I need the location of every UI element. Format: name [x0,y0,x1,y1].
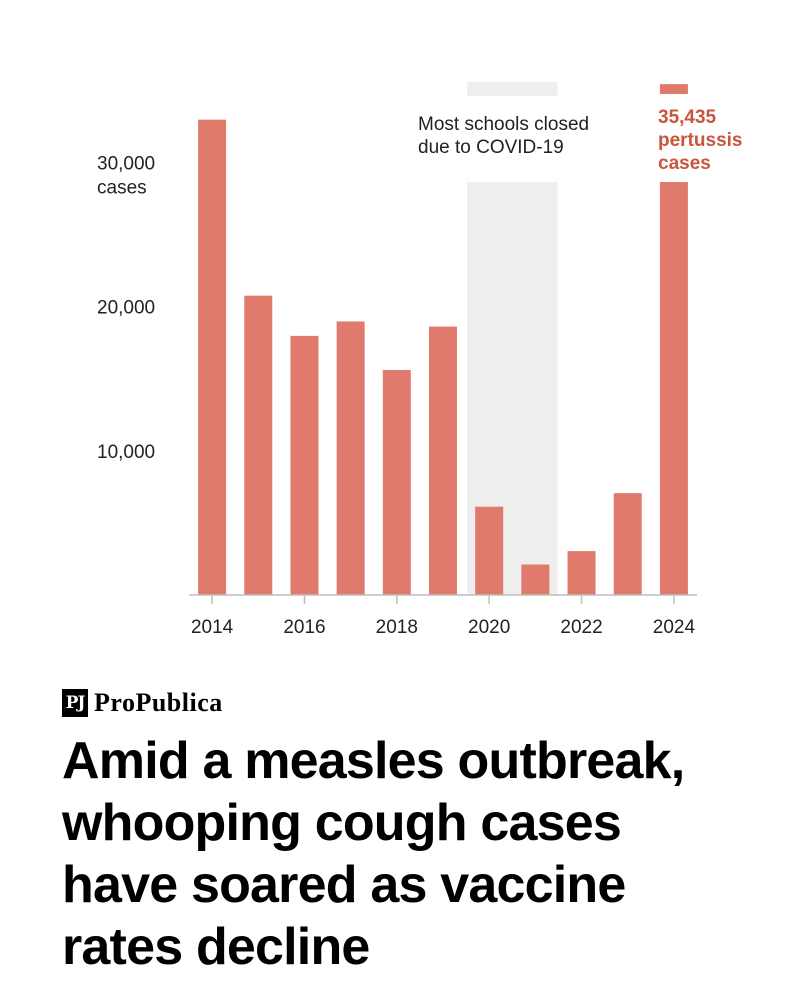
propublica-mark-icon: PJ [62,689,88,717]
bar [567,551,596,595]
highlight-annotation-line: cases [658,153,711,174]
headline-line: Amid a measles outbreak, [62,732,685,790]
bar-segment [659,182,688,595]
x-tick-label: 2014 [191,617,234,638]
x-tick-label: 2022 [560,617,602,638]
brand-logo[interactable]: PJ ProPublica [62,687,223,719]
x-tick-label: 2016 [283,617,325,638]
bar [244,295,273,595]
shade-annotation-line: Most schools closed [418,114,589,135]
y-tick-label: 20,000 [97,298,155,319]
bar [198,119,227,595]
x-tick-label: 2024 [653,617,696,638]
bar [475,506,504,595]
headline-line: have soared as vaccine [62,856,626,914]
headline: Amid a measles outbreak, whooping cough … [62,730,782,978]
shade-annotation-line: due to COVID-19 [418,137,564,158]
annotation-background [467,96,558,182]
headline-line: whooping cough cases [62,794,622,852]
bar [521,564,550,595]
highlight-annotation-line: pertussis [658,130,742,151]
headline-line: rates decline [62,918,370,976]
brand-name: ProPublica [94,688,223,717]
x-tick-label: 2018 [376,617,418,638]
bar [613,493,642,595]
y-tick-label: 30,000 [97,154,155,175]
x-tick-label: 2020 [468,617,510,638]
bar [659,84,688,94]
bar [382,369,411,595]
y-tick-label: 10,000 [97,442,155,463]
highlight-annotation-line: 35,435 [658,107,717,128]
bar [290,335,319,595]
bar [429,326,457,595]
bar [336,321,365,595]
y-unit-label: cases [97,178,147,199]
